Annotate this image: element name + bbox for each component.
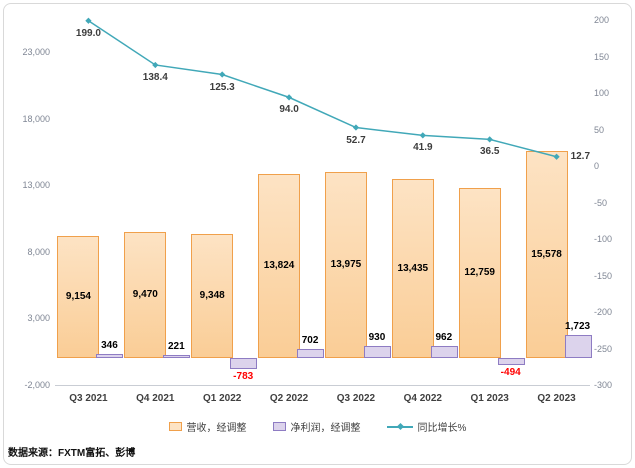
- left-axis-tick-label: 23,000: [22, 47, 50, 57]
- revenue-bar: [124, 232, 167, 359]
- revenue-bar-label: 12,759: [464, 267, 495, 279]
- right-axis-tick-label: 200: [594, 15, 610, 25]
- growth-point-label: 199.0: [75, 27, 101, 39]
- revenue-bar: [458, 188, 501, 359]
- growth-point-label: 125.3: [209, 81, 235, 93]
- netprofit-bar-label: -783: [233, 370, 254, 382]
- legend-item-growth: 同比增长%: [386, 419, 467, 434]
- right-axis-tick-label: -200: [594, 307, 613, 317]
- growth-point-marker-icon: [486, 136, 493, 143]
- growth-point-marker-icon: [352, 124, 360, 131]
- netprofit-bar-label: 346: [101, 339, 118, 351]
- source-note: 数据来源：FXTM富拓、彭博: [8, 448, 136, 459]
- netprofit-bar-label: -494: [500, 366, 521, 378]
- category-label: Q2 2023: [537, 393, 576, 404]
- growth-point-marker-icon: [85, 17, 92, 24]
- category-label: Q1 2023: [470, 393, 509, 404]
- revenue-bar: [391, 179, 434, 359]
- growth-point-label: 41.9: [413, 142, 433, 154]
- revenue-bar-label: 13,824: [263, 260, 295, 272]
- left-axis-tick-label: 13,000: [22, 180, 50, 191]
- left-axis-tick-label: 18,000: [22, 113, 50, 124]
- right-axis-tick-label: 100: [594, 88, 610, 98]
- revenue-bar: [191, 233, 234, 359]
- category-label: Q4 2021: [136, 393, 175, 404]
- netprofit-bar-label: 702: [301, 335, 319, 346]
- growth-point-marker-icon: [419, 132, 426, 139]
- legend-label-revenue: 营收，经调整: [186, 423, 247, 434]
- growth-point-marker-icon: [285, 94, 293, 101]
- netprofit-bar: [564, 335, 592, 359]
- growth-point-label: 36.5: [479, 146, 500, 158]
- x-axis-line: [55, 385, 590, 386]
- category-label: Q3 2022: [336, 393, 376, 404]
- growth-line-swatch-icon: [386, 422, 413, 430]
- legend-item-revenue: 营收，经调整: [168, 419, 247, 434]
- revenue-bar: [324, 172, 367, 359]
- netprofit-swatch-icon: [272, 422, 286, 431]
- growth-point-label: 12.7: [570, 150, 591, 162]
- growth-point-label: 94.0: [279, 104, 299, 116]
- revenue-bar: [258, 174, 301, 359]
- netprofit-bar: [163, 355, 191, 359]
- revenue-bar-label: 13,975: [330, 259, 362, 271]
- netprofit-bar: [363, 345, 391, 359]
- netprofit-bar: [497, 358, 525, 365]
- growth-point-marker-icon: [219, 71, 226, 78]
- revenue-bar-label: 9,348: [199, 290, 225, 302]
- revenue-bar-label: 15,578: [531, 248, 562, 260]
- left-axis-tick-label: -2,000: [24, 380, 50, 390]
- right-axis-tick-label: -250: [594, 343, 613, 354]
- left-axis-tick-label: 3,000: [27, 313, 50, 324]
- right-axis-tick-label: 50: [594, 124, 605, 135]
- revenue-swatch-icon: [168, 422, 182, 431]
- category-label: Q3 2021: [69, 393, 108, 404]
- growth-point-label: 138.4: [142, 71, 168, 83]
- netprofit-bar-label: 930: [368, 331, 386, 343]
- netprofit-bar-label: 1,723: [565, 321, 591, 333]
- right-axis-tick-label: -50: [594, 197, 608, 208]
- category-label: Q4 2022: [403, 393, 442, 404]
- netprofit-bar-label: 221: [167, 341, 185, 353]
- revenue-bar-label: 9,470: [132, 289, 158, 301]
- revenue-bar-label: 9,154: [65, 291, 91, 303]
- revenue-bar: [57, 236, 100, 359]
- legend-item-netprofit: 净利润，经调整: [272, 419, 361, 434]
- right-axis-tick-label: -100: [594, 234, 613, 244]
- netprofit-bar: [230, 358, 258, 369]
- left-axis-tick-label: 8,000: [27, 246, 50, 257]
- chart-legend: 营收，经调整 净利润，经调整 同比增长%: [0, 419, 635, 434]
- growth-point-marker-icon: [152, 61, 159, 69]
- revenue-bar: [525, 150, 568, 359]
- netprofit-bar: [96, 353, 124, 359]
- category-label: Q1 2022: [203, 393, 242, 404]
- netprofit-bar: [430, 345, 458, 359]
- right-axis-tick-label: -300: [594, 380, 613, 390]
- right-axis-tick-label: 150: [594, 51, 610, 62]
- growth-point-label: 52.7: [346, 134, 366, 146]
- right-axis-tick-label: 0: [594, 161, 600, 171]
- legend-label-growth: 同比增长%: [417, 423, 467, 434]
- right-axis-tick-label: -150: [594, 270, 613, 281]
- legend-label-netprofit: 净利润，经调整: [290, 423, 361, 434]
- netprofit-bar: [297, 349, 325, 359]
- growth-marker-icon: [396, 422, 404, 430]
- revenue-bar-label: 13,435: [397, 262, 429, 274]
- category-label: Q2 2022: [269, 393, 309, 404]
- netprofit-bar-label: 962: [435, 331, 453, 343]
